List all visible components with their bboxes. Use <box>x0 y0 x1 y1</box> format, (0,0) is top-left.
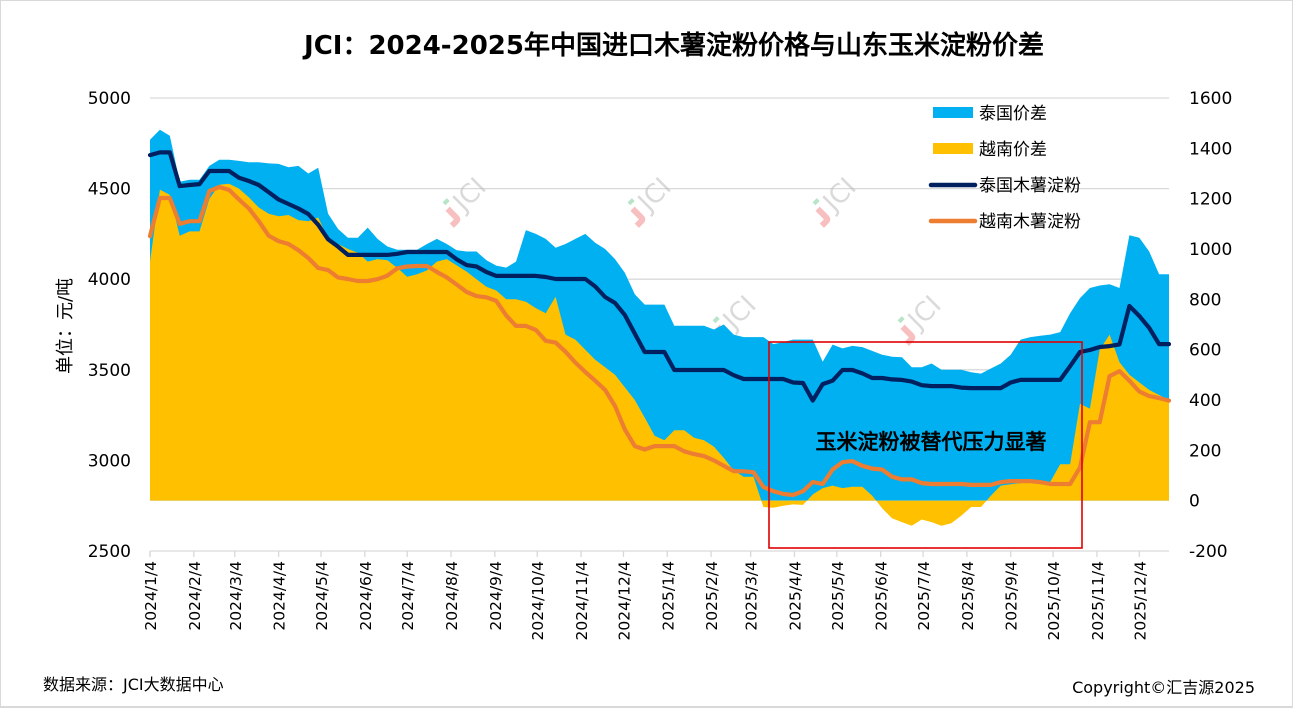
legend-swatch <box>933 107 973 118</box>
legend-label: 越南木薯淀粉 <box>979 212 1081 232</box>
x-tick-label: 2025/2/4 <box>703 561 721 631</box>
y-left-tick-label: 3500 <box>88 361 131 381</box>
watermark-j-icon <box>900 324 916 346</box>
x-tick-label: 2024/8/4 <box>443 561 461 631</box>
y-left-tick-label: 4500 <box>88 180 131 200</box>
x-tick-label: 2025/6/4 <box>873 561 891 631</box>
x-tick-label: 2025/3/4 <box>743 561 761 631</box>
y-right-tick-label: 0 <box>1189 492 1200 512</box>
x-tick-label: 2025/10/4 <box>1045 561 1063 640</box>
y-left-tick-label: 3000 <box>88 451 131 471</box>
legend-label: 泰国木薯淀粉 <box>979 176 1081 196</box>
data-source: 数据来源：JCI大数据中心 <box>43 675 224 694</box>
x-tick-label: 2024/1/4 <box>142 561 160 631</box>
legend-item-vietnam-starch: 越南木薯淀粉 <box>928 212 1081 232</box>
legend-label: 越南价差 <box>979 140 1047 160</box>
x-tick-label: 2024/11/4 <box>573 561 591 640</box>
x-tick-label: 2025/7/4 <box>915 561 933 631</box>
x-tick-label: 2025/9/4 <box>1003 561 1021 631</box>
y-right-tick-label: 800 <box>1189 290 1221 310</box>
watermark-leaf-icon <box>627 198 635 206</box>
x-tick-label: 2025/8/4 <box>959 561 977 631</box>
x-tick-label: 2024/5/4 <box>313 561 331 631</box>
x-tick-label: 2024/10/4 <box>529 561 547 640</box>
x-tick-label: 2025/1/4 <box>659 561 677 631</box>
legend-swatch <box>933 143 973 154</box>
legend-label: 泰国价差 <box>979 104 1047 124</box>
legend-item-thai-starch: 泰国木薯淀粉 <box>928 176 1081 196</box>
watermark-logo: JCI <box>442 172 492 228</box>
watermark-logo: JCI <box>812 172 862 228</box>
legend-item-thai-spread: 泰国价差 <box>933 104 1047 124</box>
x-tick-label: 2025/11/4 <box>1089 561 1107 640</box>
x-tick-label: 2024/6/4 <box>357 561 375 631</box>
x-axis: 2024/1/4 2024/2/4 2024/3/4 2024/4/4 2024/5/4… <box>142 550 1169 640</box>
x-tick-label: 2024/12/4 <box>615 561 633 640</box>
x-tick-label: 2025/5/4 <box>829 561 847 631</box>
copyright: Copyright©汇吉源2025 <box>1072 678 1255 697</box>
y-axis-right: 1600 1400 1200 1000 800 600 400 200 0 -200 <box>1189 89 1232 562</box>
y-right-tick-label: 600 <box>1189 341 1221 361</box>
y-left-tick-label: 4000 <box>88 270 131 290</box>
y-right-tick-label: 400 <box>1189 391 1221 411</box>
area-series <box>150 129 1169 526</box>
line-series <box>147 150 1172 498</box>
y-right-tick-label: 1200 <box>1189 190 1232 210</box>
x-tick-label: 2024/9/4 <box>487 561 505 631</box>
watermark-j-icon <box>630 206 646 228</box>
legend-item-vietnam-spread: 越南价差 <box>933 140 1047 160</box>
watermark-leaf-icon <box>712 316 720 324</box>
annotation-box <box>768 341 1083 549</box>
watermark-j-icon <box>815 206 831 228</box>
chart-title: JCI：2024-2025年中国进口木薯淀粉价格与山东玉米淀粉价差 <box>302 30 1044 61</box>
x-tick-label: 2024/7/4 <box>399 561 417 631</box>
y-right-tick-label: 200 <box>1189 441 1221 461</box>
y-left-tick-label: 5000 <box>88 89 131 109</box>
watermark-leaf-icon <box>812 198 820 206</box>
watermark-j-icon <box>445 206 461 228</box>
annotation-text: 玉米淀粉被替代压力显著 <box>816 430 1047 454</box>
y-right-tick-label: 1400 <box>1189 139 1232 159</box>
line-thai-starch <box>147 150 1172 403</box>
y-axis-label: 单位：元/吨 <box>55 278 76 374</box>
x-tick-label: 2025/12/4 <box>1131 561 1149 640</box>
area-vietnam-spread <box>150 183 1169 526</box>
y-axis-left: 5000 4500 4000 3500 3000 2500 <box>88 89 131 562</box>
x-tick-label: 2025/4/4 <box>786 561 804 631</box>
y-right-tick-label: 1000 <box>1189 240 1232 260</box>
y-left-tick-label: 2500 <box>88 542 131 562</box>
y-right-tick-label: 1600 <box>1189 89 1232 109</box>
y-right-tick-label: -200 <box>1189 542 1228 562</box>
x-tick-label: 2024/4/4 <box>271 561 289 631</box>
x-tick-label: 2024/2/4 <box>186 561 204 631</box>
watermark-logo: JCI <box>897 290 947 346</box>
line-vietnam-starch <box>147 184 1172 498</box>
watermark-leaf-icon <box>442 198 450 206</box>
watermark-leaf-icon <box>897 316 905 324</box>
x-tick-label: 2024/3/4 <box>227 561 245 631</box>
watermark-logo: JCI <box>627 172 677 228</box>
